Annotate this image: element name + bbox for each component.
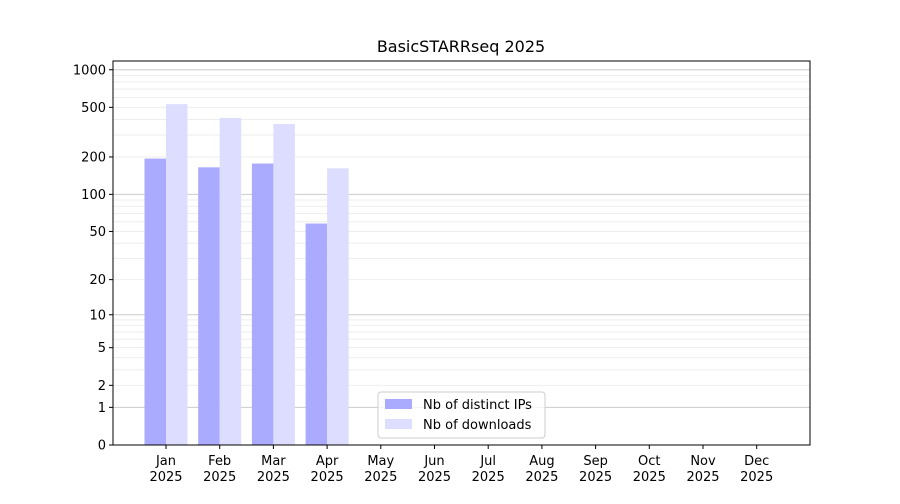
legend-swatch (385, 419, 412, 429)
bar-downloads (327, 168, 349, 445)
bar-distinct-ips (305, 223, 328, 445)
y-tick-label: 5 (98, 341, 106, 356)
x-tick-label: Feb 2025 (203, 454, 236, 485)
legend-label: Nb of distinct IPs (423, 398, 532, 413)
y-tick-label: 20 (89, 273, 106, 288)
x-tick-label: Oct 2025 (633, 454, 666, 485)
x-tick-label: Jul 2025 (472, 454, 505, 485)
y-tick-label: 100 (81, 188, 106, 203)
y-tick-label: 0 (98, 439, 106, 454)
y-tick-label: 500 (81, 101, 106, 116)
chart-title: BasicSTARRseq 2025 (377, 37, 545, 56)
legend-label: Nb of downloads (423, 418, 532, 433)
bar-downloads (166, 104, 188, 446)
x-tick-label: Jan 2025 (149, 454, 182, 485)
x-tick-label: Aug 2025 (525, 454, 558, 485)
x-tick-label: Apr 2025 (311, 454, 344, 485)
x-tick-label: Jun 2025 (418, 454, 451, 485)
x-tick-label: Dec 2025 (740, 454, 773, 485)
y-tick-label: 50 (89, 225, 106, 240)
y-tick-label: 2 (98, 379, 106, 394)
bar-distinct-ips (251, 163, 274, 446)
legend-swatch (385, 399, 412, 409)
x-tick-label: May 2025 (364, 454, 397, 485)
x-tick-label: Nov 2025 (686, 454, 719, 485)
bar-distinct-ips (144, 158, 166, 446)
axes-frame (112, 60, 811, 446)
bar-distinct-ips (198, 167, 220, 446)
y-tick-label: 1 (98, 401, 106, 416)
x-tick-label: Mar 2025 (257, 454, 290, 485)
x-tick-label: Sep 2025 (579, 454, 612, 485)
bar-downloads (219, 117, 242, 446)
y-tick-label: 10 (89, 308, 106, 323)
y-tick-label: 200 (81, 150, 106, 165)
legend-box (377, 391, 546, 439)
legend: Nb of distinct IPs Nb of downloads (377, 391, 546, 439)
y-tick-label: 1000 (73, 63, 106, 78)
bar-downloads (273, 123, 295, 445)
